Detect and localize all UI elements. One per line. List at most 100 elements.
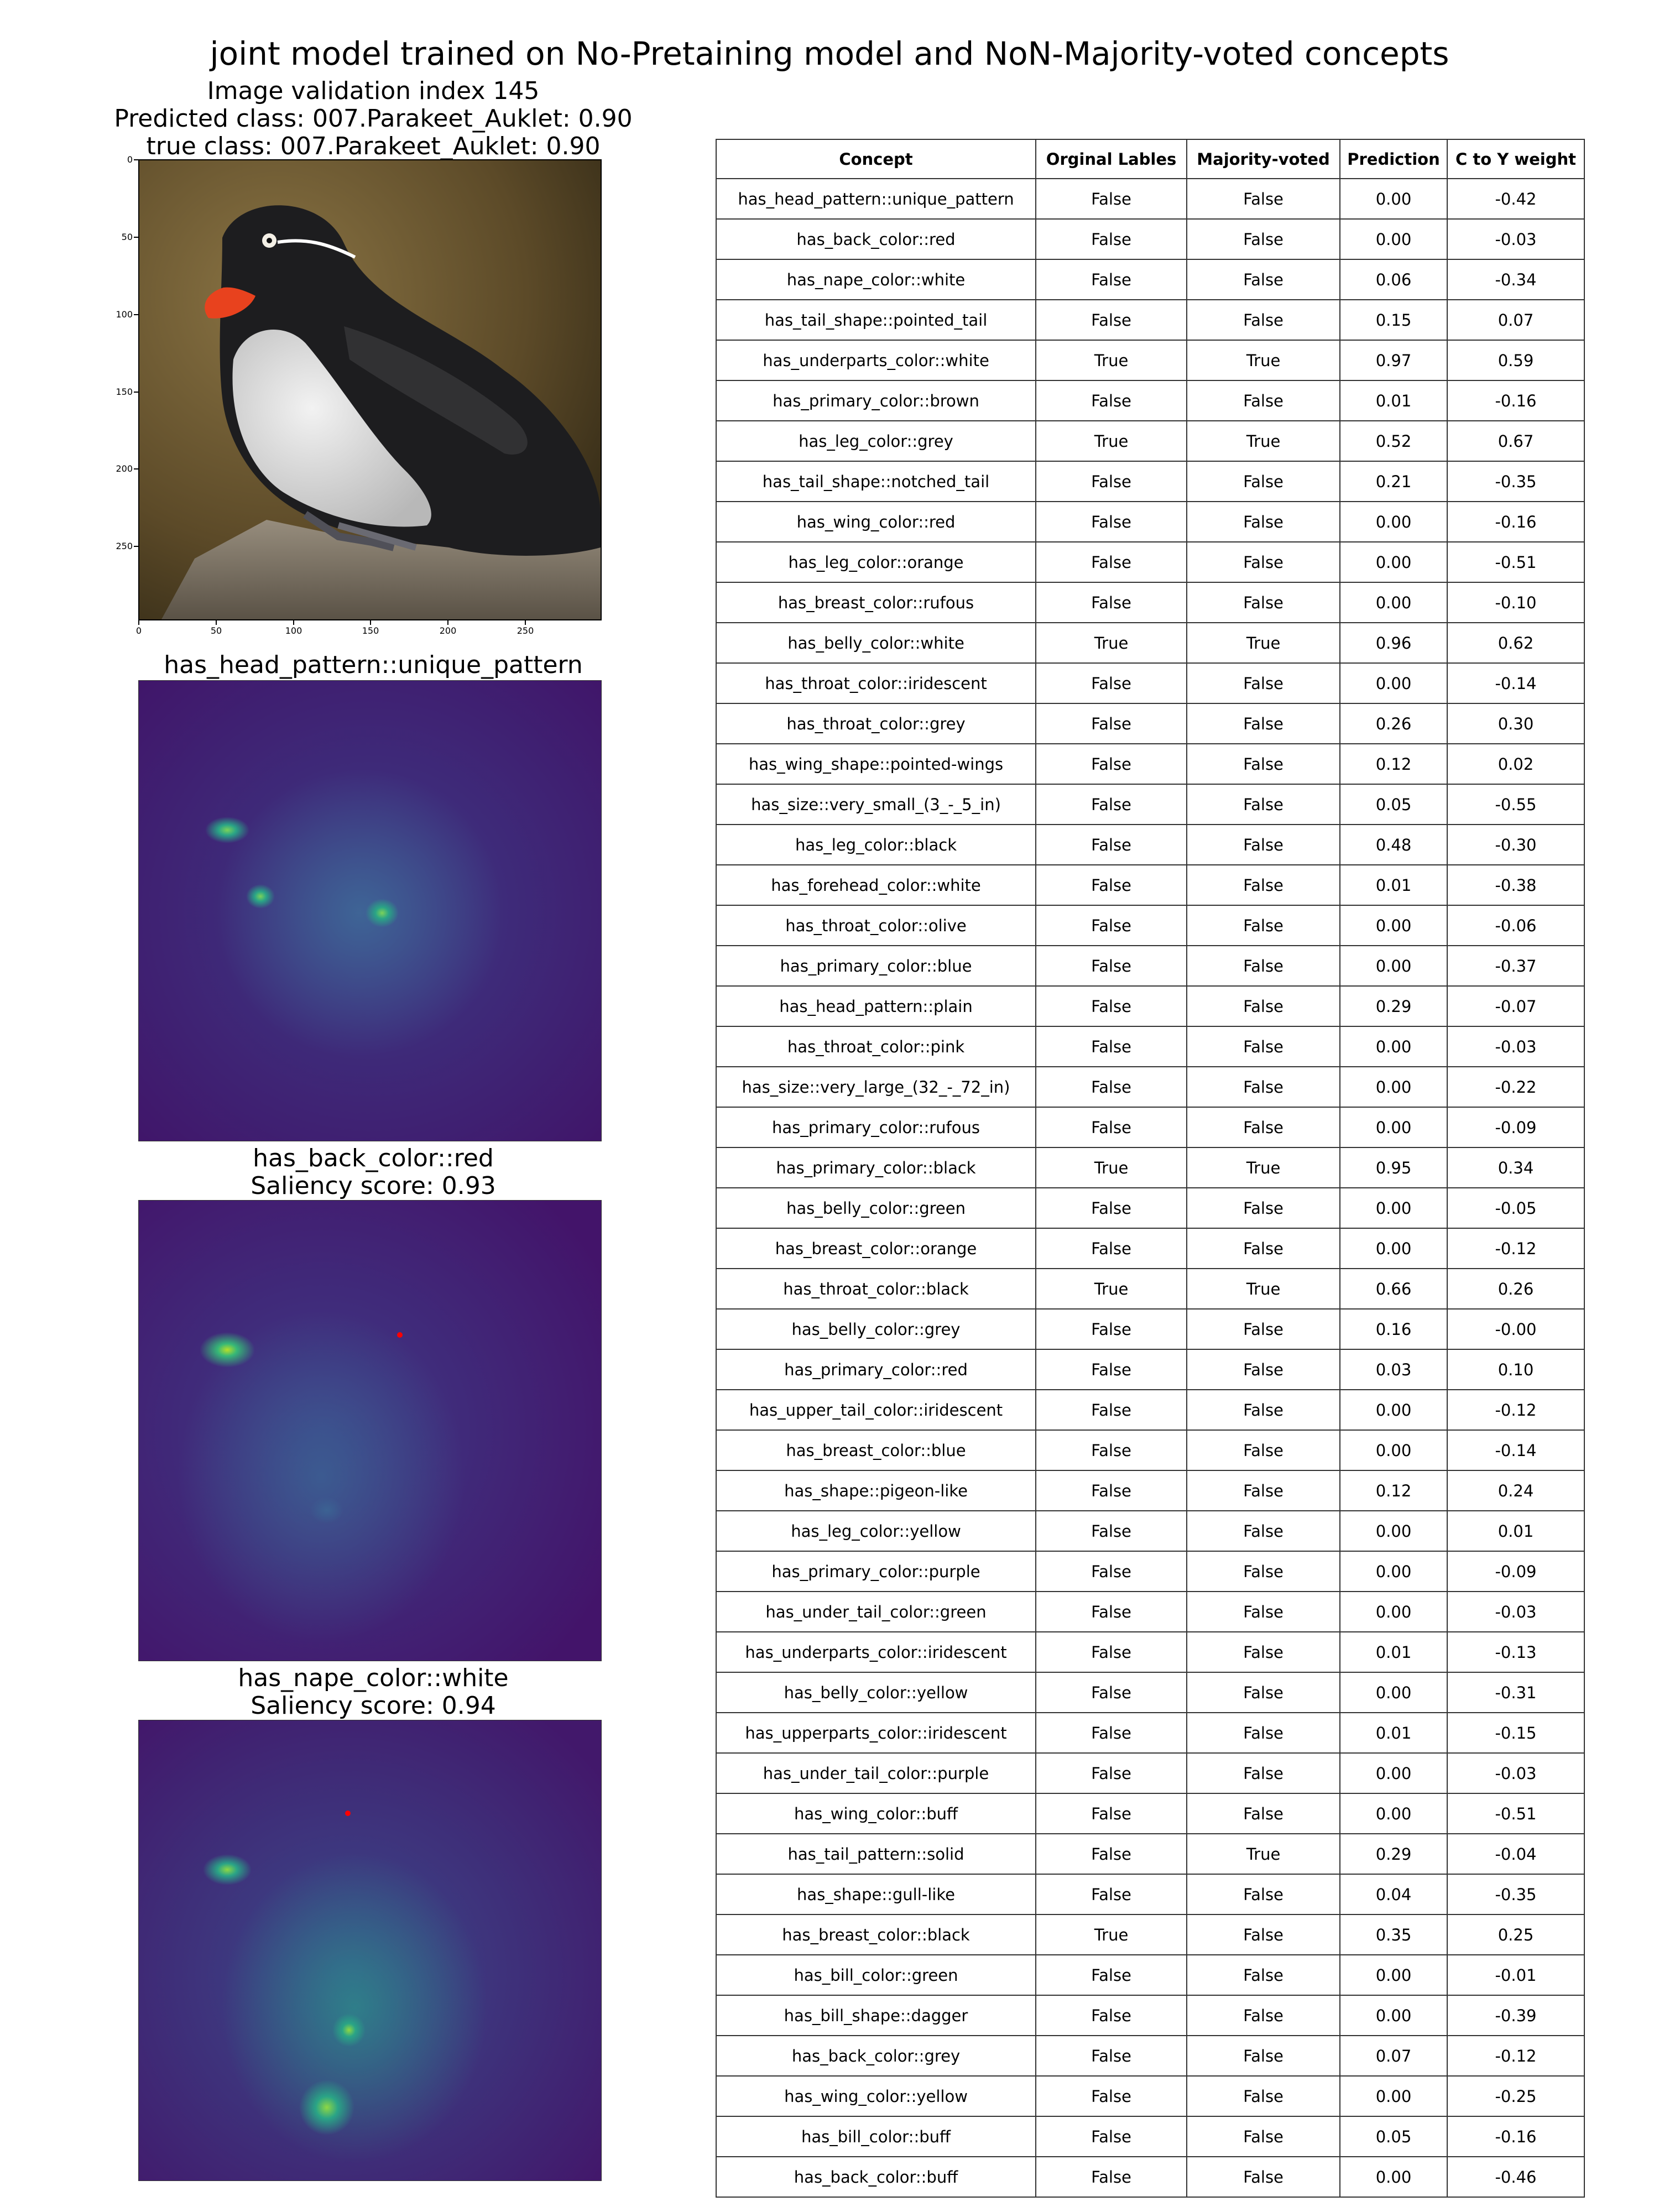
weight-cell: -0.13 — [1447, 1631, 1585, 1673]
prediction-cell: 0.00 — [1339, 541, 1448, 583]
table-row: has_primary_color::red False False 0.03 0.10 — [716, 1349, 1585, 1390]
original-label-cell: False — [1035, 1712, 1187, 1754]
original-label-cell: False — [1035, 703, 1187, 744]
majority-voted-cell: False — [1186, 1026, 1340, 1067]
majority-voted-cell: False — [1186, 1187, 1340, 1229]
majority-voted-cell: False — [1186, 1914, 1340, 1955]
original-label-cell: True — [1035, 420, 1187, 462]
original-label-cell: False — [1035, 2075, 1187, 2117]
original-label-cell: False — [1035, 784, 1187, 825]
concept-cell: has_underparts_color::iridescent — [716, 1631, 1036, 1673]
bird-illustration — [139, 160, 601, 619]
concept-cell: has_underparts_color::white — [716, 340, 1036, 381]
original-label-cell: False — [1035, 945, 1187, 987]
concept-cell: has_size::very_large_(32_-_72_in) — [716, 1066, 1036, 1108]
original-label-cell: False — [1035, 178, 1187, 220]
concept-cell: has_back_color::red — [716, 218, 1036, 260]
concept-cell: has_leg_color::black — [716, 824, 1036, 865]
table-row: has_breast_color::blue False False 0.00 -0.1… — [716, 1430, 1585, 1471]
table-row: has_back_color::buff False False 0.00 -0.46 — [716, 2156, 1585, 2198]
original-label-cell: False — [1035, 1228, 1187, 1269]
bird-photo — [138, 159, 602, 620]
majority-voted-cell: True — [1186, 622, 1340, 664]
weight-cell: -0.51 — [1447, 541, 1585, 583]
original-label-cell: False — [1035, 1026, 1187, 1067]
saliency-concept-label: has_nape_color::white — [238, 1664, 509, 1692]
prediction-cell: 0.00 — [1339, 1551, 1448, 1592]
prediction-cell: 0.66 — [1339, 1268, 1448, 1310]
majority-voted-cell: False — [1186, 582, 1340, 623]
prediction-cell: 0.26 — [1339, 703, 1448, 744]
saliency-title-3: has_nape_color::white Saliency score: 0.… — [55, 1665, 691, 1720]
original-label-cell: False — [1035, 1591, 1187, 1632]
majority-voted-cell: False — [1186, 1470, 1340, 1511]
weight-cell: -0.16 — [1447, 501, 1585, 542]
majority-voted-cell: False — [1186, 1308, 1340, 1350]
original-label-cell: False — [1035, 1349, 1187, 1390]
weight-cell: -0.07 — [1447, 985, 1585, 1027]
prediction-cell: 0.16 — [1339, 1308, 1448, 1350]
table-row: has_bill_color::buff False False 0.05 -0.16 — [716, 2116, 1585, 2157]
concept-cell: has_bill_color::green — [716, 1954, 1036, 1996]
prediction-cell: 0.00 — [1339, 1591, 1448, 1632]
weight-cell: -0.12 — [1447, 2035, 1585, 2077]
x-tick-label: 150 — [362, 625, 379, 636]
original-label-cell: True — [1035, 1147, 1187, 1188]
table-row: has_primary_color::brown False False 0.01 -0… — [716, 380, 1585, 421]
table-row: has_tail_pattern::solid False True 0.29 -0.0… — [716, 1833, 1585, 1875]
concept-cell: has_tail_shape::pointed_tail — [716, 299, 1036, 341]
table-row: has_primary_color::black True True 0.95 0.34 — [716, 1147, 1585, 1188]
original-label-cell: False — [1035, 501, 1187, 542]
original-label-cell: False — [1035, 1631, 1187, 1673]
majority-voted-cell: False — [1186, 905, 1340, 946]
table-row: has_belly_color::grey False False 0.16 -0.00 — [716, 1308, 1585, 1350]
prediction-cell: 0.21 — [1339, 461, 1448, 502]
prediction-cell: 0.01 — [1339, 1631, 1448, 1673]
table-row: has_under_tail_color::purple False False 0.… — [716, 1752, 1585, 1794]
saliency-concept-label: has_head_pattern::unique_pattern — [164, 651, 583, 679]
weight-cell: 0.34 — [1447, 1147, 1585, 1188]
table-row: has_belly_color::yellow False False 0.00 -0.… — [716, 1672, 1585, 1713]
prediction-cell: 0.96 — [1339, 622, 1448, 664]
main-title: joint model trained on No-Pretaining mod… — [210, 35, 1449, 72]
table-row: has_belly_color::white True True 0.96 0.62 — [716, 622, 1585, 664]
prediction-cell: 0.00 — [1339, 1995, 1448, 2036]
weight-cell: -0.34 — [1447, 259, 1585, 300]
original-label-cell: False — [1035, 2116, 1187, 2157]
majority-voted-cell: False — [1186, 985, 1340, 1027]
weight-cell: 0.10 — [1447, 1349, 1585, 1390]
weight-cell: 0.30 — [1447, 703, 1585, 744]
weight-cell: 0.26 — [1447, 1268, 1585, 1310]
original-label-cell: False — [1035, 1187, 1187, 1229]
majority-voted-cell: False — [1186, 824, 1340, 865]
majority-voted-cell: False — [1186, 945, 1340, 987]
prediction-cell: 0.15 — [1339, 299, 1448, 341]
weight-cell: -0.16 — [1447, 2116, 1585, 2157]
column-header: C to Y weight — [1447, 139, 1585, 179]
prediction-cell: 0.00 — [1339, 662, 1448, 704]
table-row: has_size::very_small_(3_-_5_in) False Fals… — [716, 784, 1585, 825]
weight-cell: -0.03 — [1447, 1026, 1585, 1067]
table-row: has_throat_color::grey False False 0.26 0.30 — [716, 703, 1585, 744]
prediction-cell: 0.52 — [1339, 420, 1448, 462]
weight-cell: -0.12 — [1447, 1389, 1585, 1431]
table-row: has_primary_color::purple False False 0.00-… — [716, 1551, 1585, 1592]
table-row: has_wing_shape::pointed-wings False False 0… — [716, 743, 1585, 785]
majority-voted-cell: False — [1186, 461, 1340, 502]
majority-voted-cell: True — [1186, 420, 1340, 462]
x-tick-label: 100 — [285, 625, 302, 636]
weight-cell: -0.30 — [1447, 824, 1585, 865]
concept-cell: has_breast_color::blue — [716, 1430, 1036, 1471]
concept-table: Concept Orginal Lables Majority-voted Pr… — [716, 139, 1585, 2198]
majority-voted-cell: False — [1186, 864, 1340, 906]
prediction-cell: 0.35 — [1339, 1914, 1448, 1955]
prediction-cell: 0.00 — [1339, 945, 1448, 987]
weight-cell: -0.35 — [1447, 461, 1585, 502]
weight-cell: -0.25 — [1447, 2075, 1585, 2117]
saliency-map-3 — [138, 1720, 602, 2181]
table-row: has_back_color::grey False False 0.07 -0.12 — [716, 2035, 1585, 2077]
concept-cell: has_primary_color::blue — [716, 945, 1036, 987]
concept-cell: has_leg_color::orange — [716, 541, 1036, 583]
weight-cell: -0.35 — [1447, 1874, 1585, 1915]
concept-cell: has_upperparts_color::iridescent — [716, 1712, 1036, 1754]
